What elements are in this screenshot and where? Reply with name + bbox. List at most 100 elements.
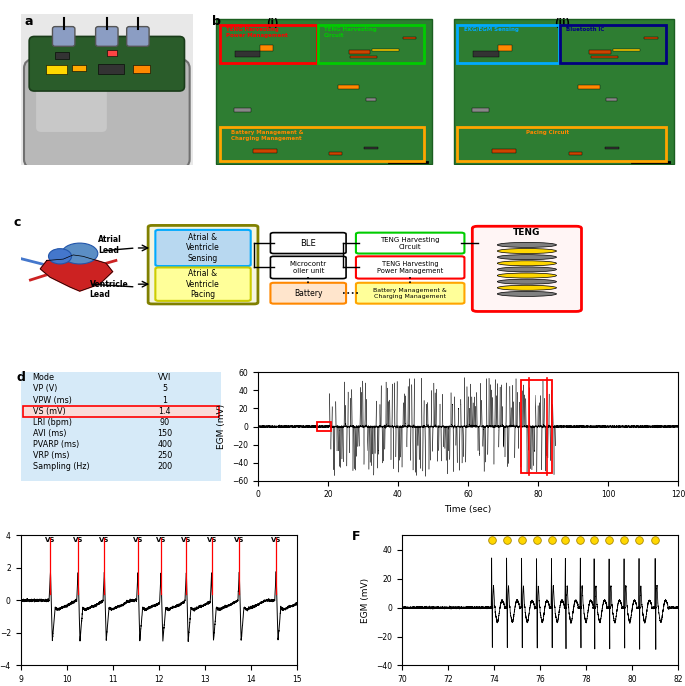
- Bar: [55, 51, 69, 59]
- FancyBboxPatch shape: [96, 27, 118, 47]
- Ellipse shape: [497, 261, 556, 265]
- Bar: [605, 147, 619, 150]
- Ellipse shape: [497, 273, 556, 278]
- Text: F: F: [352, 530, 360, 543]
- Text: EKG/EGM Sensing: EKG/EGM Sensing: [464, 27, 519, 32]
- Bar: [235, 51, 260, 57]
- Text: BLE: BLE: [301, 239, 316, 248]
- Bar: [521, 379, 552, 473]
- Ellipse shape: [62, 243, 98, 264]
- Bar: [372, 49, 399, 51]
- Bar: [590, 56, 619, 58]
- Bar: [329, 152, 342, 156]
- Ellipse shape: [497, 248, 556, 254]
- Text: VS: VS: [271, 536, 282, 543]
- Ellipse shape: [49, 248, 71, 264]
- Text: 200: 200: [157, 462, 172, 471]
- Bar: [98, 64, 124, 74]
- FancyBboxPatch shape: [148, 226, 258, 304]
- FancyBboxPatch shape: [127, 27, 149, 47]
- Text: Battery Management &
Charging Management: Battery Management & Charging Management: [231, 130, 303, 141]
- Text: TENG Harvesting
Power Management: TENG Harvesting Power Management: [226, 27, 288, 38]
- Bar: [260, 45, 273, 51]
- Text: 250: 250: [157, 451, 172, 460]
- Text: Battery: Battery: [294, 289, 323, 298]
- Ellipse shape: [497, 267, 556, 272]
- Bar: [612, 49, 640, 51]
- Bar: [364, 147, 377, 150]
- Bar: [73, 65, 86, 71]
- FancyBboxPatch shape: [216, 19, 432, 164]
- Text: 90: 90: [160, 418, 170, 427]
- Text: VS (mV): VS (mV): [33, 407, 65, 416]
- Text: Battery Management &
Charging Management: Battery Management & Charging Management: [373, 288, 447, 298]
- Text: TENG: TENG: [513, 228, 540, 237]
- Text: VS: VS: [99, 536, 110, 543]
- Bar: [317, 422, 332, 431]
- Text: Bluetooth IC: Bluetooth IC: [566, 27, 605, 32]
- Bar: [578, 85, 600, 88]
- FancyBboxPatch shape: [24, 59, 190, 168]
- Text: 400: 400: [157, 440, 172, 449]
- Text: VP (V): VP (V): [33, 384, 57, 394]
- Text: 150: 150: [157, 429, 172, 438]
- Bar: [47, 65, 67, 74]
- Text: VS: VS: [155, 536, 166, 543]
- Ellipse shape: [497, 292, 556, 296]
- FancyBboxPatch shape: [36, 70, 107, 132]
- Text: Atrial &
Ventricle
Pacing: Atrial & Ventricle Pacing: [186, 270, 220, 299]
- FancyBboxPatch shape: [473, 226, 582, 311]
- Bar: [472, 108, 489, 113]
- Bar: [403, 37, 416, 39]
- Bar: [569, 152, 582, 156]
- Bar: [133, 65, 150, 73]
- Text: TENG Harvesting
Circuit: TENG Harvesting Circuit: [380, 237, 440, 250]
- Text: 1.4: 1.4: [158, 407, 171, 416]
- FancyBboxPatch shape: [53, 27, 75, 47]
- Text: PVARP (ms): PVARP (ms): [33, 440, 79, 449]
- Text: 5: 5: [162, 384, 167, 394]
- FancyBboxPatch shape: [271, 233, 346, 254]
- FancyBboxPatch shape: [356, 233, 464, 254]
- Text: VS: VS: [234, 536, 245, 543]
- Text: VRP (ms): VRP (ms): [33, 451, 69, 460]
- Ellipse shape: [497, 242, 556, 248]
- X-axis label: Time (sec): Time (sec): [445, 505, 492, 514]
- Text: Microcontr
oller unit: Microcontr oller unit: [290, 261, 327, 274]
- FancyBboxPatch shape: [155, 230, 251, 266]
- Text: VPW (ms): VPW (ms): [33, 396, 71, 405]
- Bar: [23, 405, 219, 416]
- Text: VS: VS: [181, 536, 192, 543]
- Text: d: d: [16, 371, 25, 384]
- Bar: [349, 50, 371, 54]
- Bar: [253, 150, 277, 154]
- Bar: [590, 50, 611, 54]
- Text: TENG Harvesting
Power Management: TENG Harvesting Power Management: [377, 261, 443, 274]
- Text: a: a: [24, 15, 32, 28]
- Text: TENG Harvesting
Circuit: TENG Harvesting Circuit: [324, 27, 377, 38]
- Text: b: b: [212, 15, 221, 28]
- Polygon shape: [40, 255, 112, 291]
- Text: Atrial
Lead: Atrial Lead: [98, 235, 122, 255]
- Text: AVI (ms): AVI (ms): [33, 429, 66, 438]
- Bar: [606, 98, 616, 101]
- Bar: [338, 85, 359, 88]
- Bar: [350, 56, 377, 58]
- Text: VS: VS: [206, 536, 217, 543]
- Text: Pacing Circuit: Pacing Circuit: [526, 130, 569, 135]
- Bar: [498, 45, 512, 51]
- Text: VVI: VVI: [158, 373, 171, 382]
- Text: (ii): (ii): [553, 19, 570, 28]
- Text: Sampling (Hz): Sampling (Hz): [33, 462, 89, 471]
- FancyBboxPatch shape: [271, 257, 346, 279]
- FancyBboxPatch shape: [29, 36, 184, 91]
- Y-axis label: EGM (mV): EGM (mV): [362, 578, 371, 623]
- Text: VS: VS: [133, 536, 143, 543]
- Bar: [366, 98, 375, 101]
- Ellipse shape: [497, 255, 556, 260]
- Text: Atrial &
Ventricle
Sensing: Atrial & Ventricle Sensing: [186, 233, 220, 263]
- Ellipse shape: [497, 285, 556, 290]
- FancyBboxPatch shape: [271, 283, 346, 304]
- Bar: [473, 51, 499, 57]
- FancyBboxPatch shape: [453, 19, 675, 164]
